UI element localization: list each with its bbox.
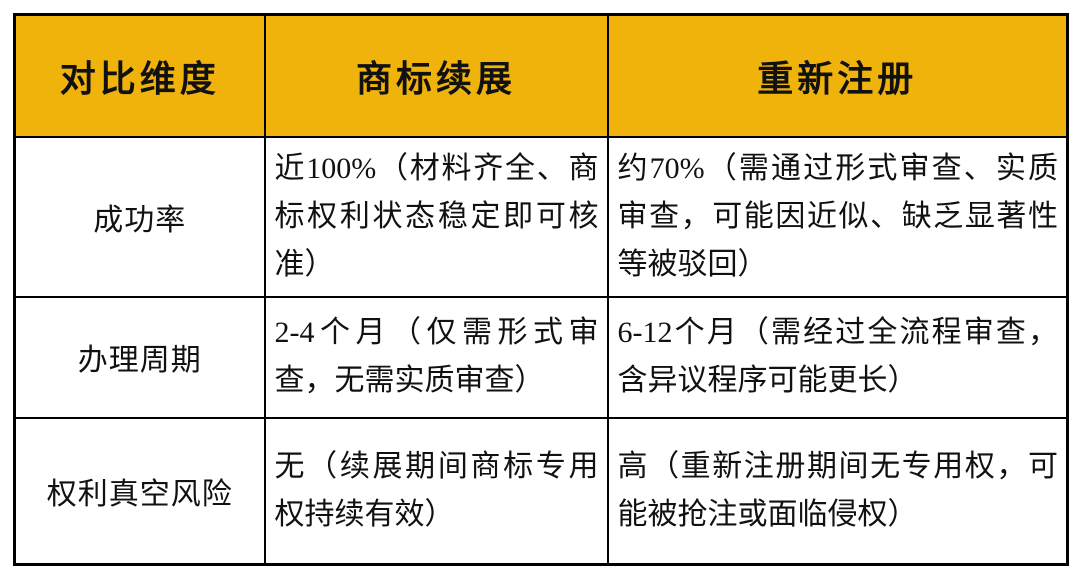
table-row-success-rate: 成功率 近100%（材料齐全、商标权利状态稳定即可核准） 约70%（需通过形式审… <box>13 135 1069 298</box>
cell-dimension-processing-period: 办理周期 <box>13 295 266 419</box>
header-cell-renewal: 商标续展 <box>263 13 609 138</box>
cell-renewal-success-rate: 近100%（材料齐全、商标权利状态稳定即可核准） <box>263 135 609 298</box>
table-row-rights-vacuum-risk: 权利真空风险 无（续展期间商标专用权持续有效） 高（重新注册期间无专用权，可能被… <box>13 416 1069 566</box>
header-cell-reregistration: 重新注册 <box>606 13 1069 138</box>
cell-reregistration-success-rate: 约70%（需通过形式审查、实质审查，可能因近似、缺乏显著性等被驳回） <box>606 135 1069 298</box>
cell-dimension-rights-vacuum-risk: 权利真空风险 <box>13 416 266 566</box>
header-cell-dimension: 对比维度 <box>13 13 266 138</box>
cell-reregistration-processing-period: 6-12个月（需经过全流程审查，含异议程序可能更长） <box>606 295 1069 419</box>
header-row: 对比维度 商标续展 重新注册 <box>13 13 1069 138</box>
cell-reregistration-rights-vacuum-risk: 高（重新注册期间无专用权，可能被抢注或面临侵权） <box>606 416 1069 566</box>
cell-dimension-success-rate: 成功率 <box>13 135 266 298</box>
table-row-processing-period: 办理周期 2-4个月（仅需形式审查，无需实质审查） 6-12个月（需经过全流程审… <box>13 295 1069 419</box>
cell-renewal-rights-vacuum-risk: 无（续展期间商标专用权持续有效） <box>263 416 609 566</box>
comparison-table: 对比维度 商标续展 重新注册 成功率 近100%（材料齐全、商标权利状态稳定即可… <box>13 13 1069 566</box>
cell-renewal-processing-period: 2-4个月（仅需形式审查，无需实质审查） <box>263 295 609 419</box>
